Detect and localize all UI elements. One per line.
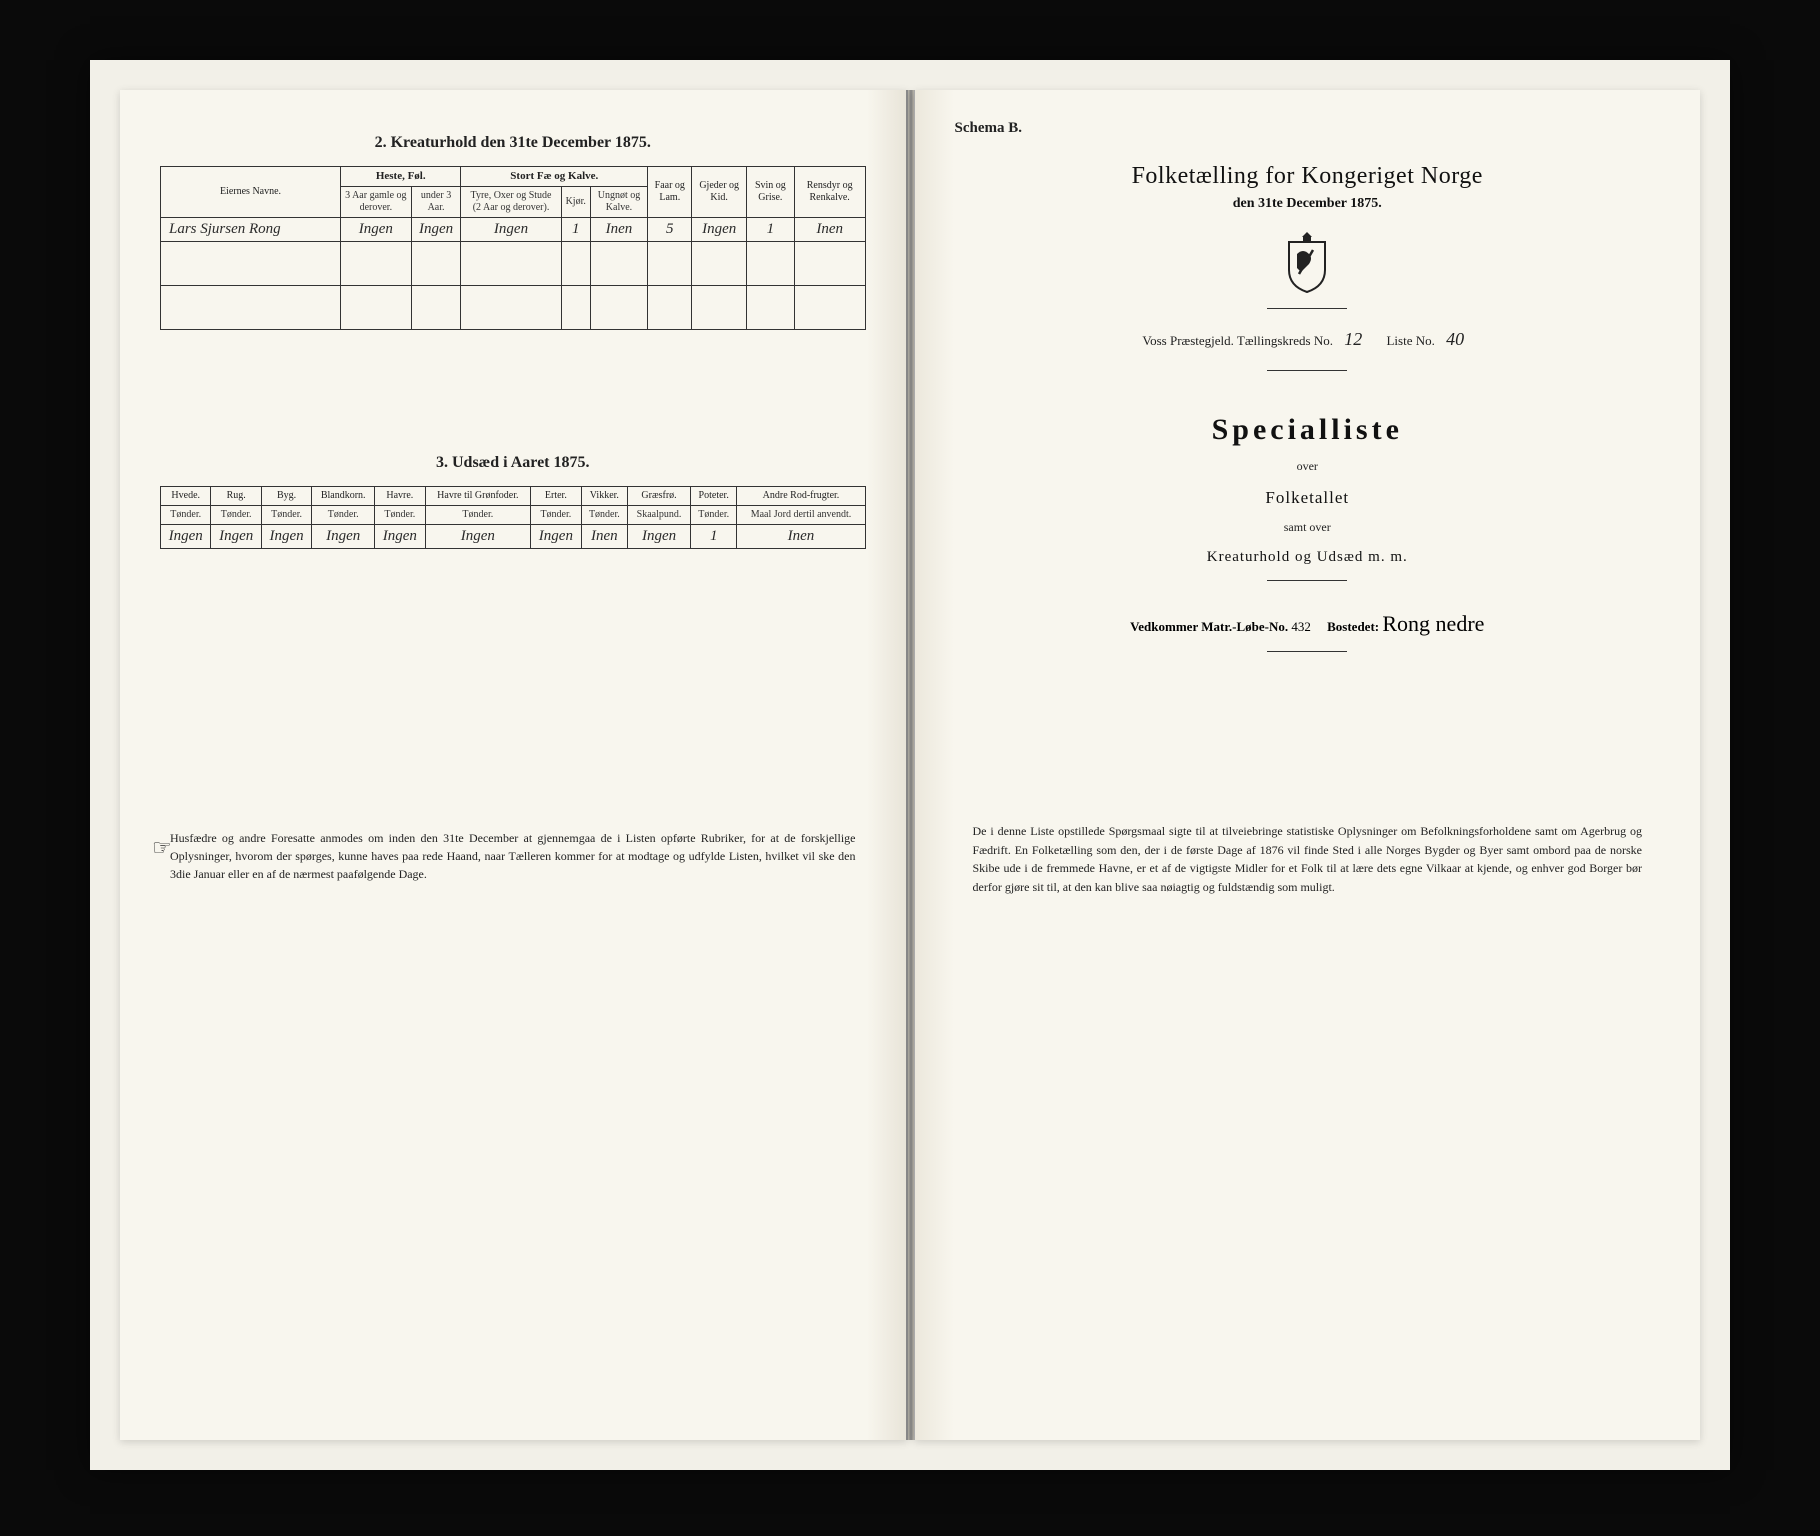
cell: 1 (561, 218, 590, 242)
liste-no: 40 (1438, 329, 1472, 350)
cell: Ingen (312, 525, 375, 549)
unit: Tønder. (261, 506, 311, 525)
parish-line: Voss Præstegjeld. Tællingskreds No. 12 L… (955, 329, 1661, 350)
matr-label: Vedkommer Matr.-Løbe-No. (1130, 619, 1288, 634)
c4: Blandkorn. (312, 487, 375, 506)
scan-frame: 2. Kreaturhold den 31te December 1875. E… (90, 60, 1730, 1470)
unit: Tønder. (425, 506, 531, 525)
cell: Ingen (461, 218, 561, 242)
book-spread: 2. Kreaturhold den 31te December 1875. E… (120, 90, 1700, 1440)
folketallet-label: Folketallet (955, 488, 1661, 508)
kreds-no: 12 (1336, 329, 1370, 350)
table-row: Ingen Ingen Ingen Ingen Ingen Ingen Inge… (161, 525, 866, 549)
cell: Ingen (261, 525, 311, 549)
grp-reindeer: Rensdyr og Renkalve. (794, 167, 865, 218)
unit: Tønder. (161, 506, 211, 525)
census-subtitle: den 31te December 1875. (955, 196, 1661, 212)
cell: Ingen (628, 525, 691, 549)
table-udsaed: Hvede. Rug. Byg. Blandkorn. Havre. Havre… (160, 486, 866, 549)
divider (1267, 308, 1347, 309)
cell: Ingen (411, 218, 461, 242)
kreatur-label: Kreaturhold og Udsæd m. m. (955, 549, 1661, 566)
cell: Ingen (531, 525, 581, 549)
cell: Inen (794, 218, 865, 242)
grp-cattle: Stort Fæ og Kalve. (461, 167, 648, 187)
unit: Tønder. (690, 506, 737, 525)
bosted-label: Bostedet: (1327, 619, 1379, 634)
c1: Hvede. (161, 487, 211, 506)
unit: Tønder. (581, 506, 628, 525)
cell: Inen (590, 218, 647, 242)
schema-label: Schema B. (955, 120, 1661, 137)
cell: Inen (737, 525, 865, 549)
unit: Maal Jord dertil anvendt. (737, 506, 865, 525)
divider (1267, 370, 1347, 371)
left-footnote: Husfædre og andre Foresatte anmodes om i… (170, 831, 856, 881)
cell: 1 (746, 218, 794, 242)
right-paragraph: De i denne Liste opstillede Spørgsmaal s… (955, 822, 1661, 896)
sub-h2: under 3 Aar. (411, 187, 461, 218)
grp-goat: Gjeder og Kid. (692, 167, 746, 218)
left-page: 2. Kreaturhold den 31te December 1875. E… (120, 90, 908, 1440)
bosted-value: Rong nedre (1382, 611, 1484, 636)
c10: Poteter. (690, 487, 737, 506)
census-title: Folketælling for Kongeriget Norge (955, 163, 1661, 190)
cell: 1 (690, 525, 737, 549)
c2: Rug. (211, 487, 261, 506)
table-row (161, 242, 866, 286)
c5: Havre. (375, 487, 425, 506)
unit: Tønder. (531, 506, 581, 525)
table-row (161, 286, 866, 330)
parish-prefix: Voss Præstegjeld. Tællingskreds No. (1142, 333, 1333, 348)
bosted-line: Vedkommer Matr.-Løbe-No. 432 Bostedet: R… (955, 611, 1661, 637)
unit: Tønder. (312, 506, 375, 525)
owner-name: Lars Sjursen Rong (161, 218, 341, 242)
right-page: Schema B. Folketælling for Kongeriget No… (914, 90, 1701, 1440)
cell: Ingen (341, 218, 412, 242)
c9: Græsfrø. (628, 487, 691, 506)
section2-title: 2. Kreaturhold den 31te December 1875. (160, 134, 866, 152)
grp-sheep: Faar og Lam. (648, 167, 692, 218)
cell: Ingen (425, 525, 531, 549)
c8: Vikker. (581, 487, 628, 506)
cell: Ingen (692, 218, 746, 242)
c11: Andre Rod-frugter. (737, 487, 865, 506)
samt-label: samt over (955, 520, 1661, 535)
matr-no: 432 (1291, 619, 1311, 634)
over-label: over (955, 459, 1661, 474)
grp-pig: Svin og Grise. (746, 167, 794, 218)
cell: Ingen (375, 525, 425, 549)
unit: Tønder. (375, 506, 425, 525)
sub-c1: Tyre, Oxer og Stude (2 Aar og derover). (461, 187, 561, 218)
c3: Byg. (261, 487, 311, 506)
c7: Erter. (531, 487, 581, 506)
grp-horse: Heste, Føl. (341, 167, 461, 187)
unit: Skaalpund. (628, 506, 691, 525)
pointing-hand-icon: ☞ (152, 831, 172, 864)
unit: Tønder. (211, 506, 261, 525)
cell: Ingen (161, 525, 211, 549)
cell: Ingen (211, 525, 261, 549)
left-footnote-block: ☞ Husfædre og andre Foresatte anmodes om… (160, 829, 866, 883)
c6: Havre til Grønfoder. (425, 487, 531, 506)
col-owner: Eiernes Navne. (161, 167, 341, 218)
cell: Inen (581, 525, 628, 549)
divider (1267, 580, 1347, 581)
table-kreaturhold: Eiernes Navne. Heste, Føl. Stort Fæ og K… (160, 166, 866, 330)
liste-label: Liste No. (1386, 333, 1434, 348)
divider (1267, 651, 1347, 652)
table-row: Lars Sjursen Rong Ingen Ingen Ingen 1 In… (161, 218, 866, 242)
coat-of-arms-icon (1279, 230, 1335, 294)
cell: 5 (648, 218, 692, 242)
sub-c2: Kjør. (561, 187, 590, 218)
specialliste-title: Specialliste (955, 413, 1661, 447)
section3-title: 3. Udsæd i Aaret 1875. (160, 454, 866, 472)
sub-c3: Ungnøt og Kalve. (590, 187, 647, 218)
sub-h1: 3 Aar gamle og derover. (341, 187, 412, 218)
